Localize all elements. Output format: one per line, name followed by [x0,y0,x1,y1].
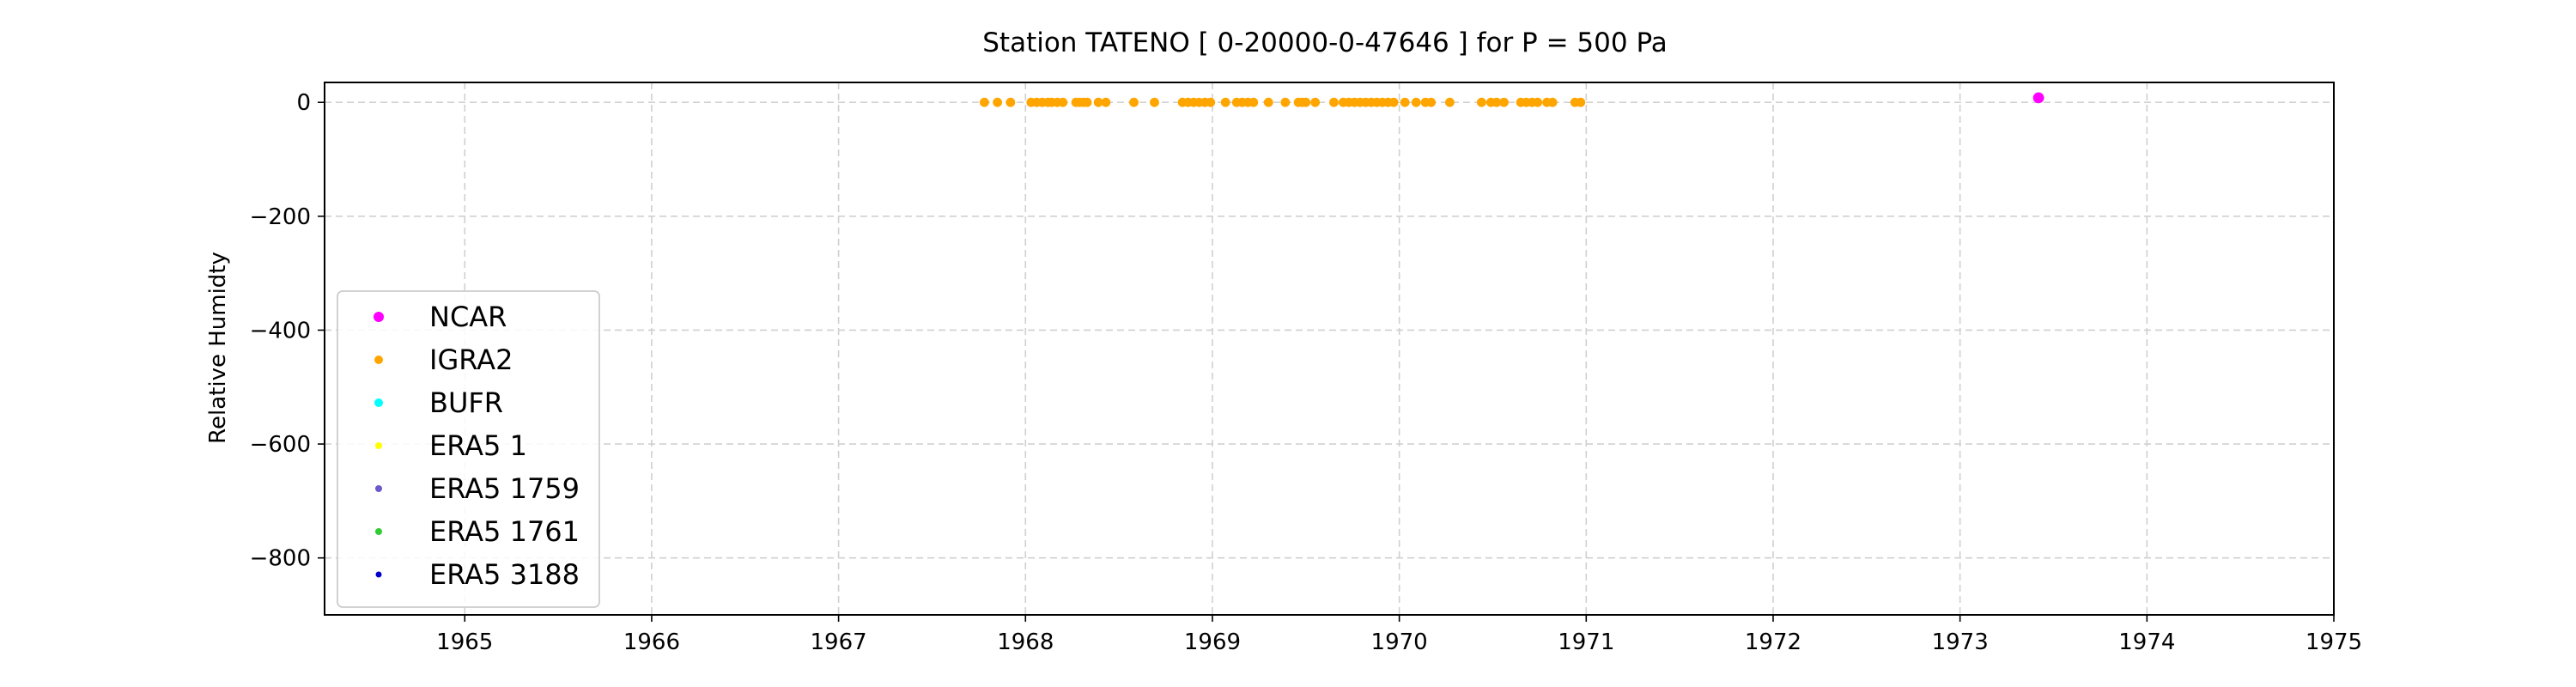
x-tick-label: 1974 [2118,629,2175,655]
legend: NCAR IGRA2 BUFR ERA5 1 ERA5 1759 ERA5 1761 ERA… [337,290,600,608]
data-point [1220,97,1230,107]
legend-marker [375,442,382,449]
plot-frame [324,82,2335,616]
data-point [993,97,1003,107]
legend-marker [375,485,382,492]
data-point [1411,97,1421,107]
legend-marker [375,571,382,578]
legend-label: BUFR [429,386,503,419]
y-tick-label: 0 [296,90,311,116]
legend-label: ERA5 3188 [429,558,580,591]
x-tick-label: 1970 [1371,629,1428,655]
data-point [1400,97,1410,107]
data-point [1005,97,1016,107]
legend-frame [337,290,600,608]
data-point [1547,97,1558,107]
x-tick-label: 1968 [997,629,1054,655]
legend-label: ERA5 1761 [429,515,580,548]
legend-label: ERA5 1 [429,429,527,462]
data-point [1499,97,1509,107]
legend-label: IGRA2 [429,344,513,376]
y-tick-label: −600 [250,432,311,458]
x-tick-label: 1969 [1184,629,1241,655]
legend-marker [374,398,383,407]
grid [325,82,2335,615]
data-point [1082,97,1092,107]
chart-title: Station TATENO [ 0-20000-0-47646 ] for P… [982,27,1668,58]
data-point [1445,97,1455,107]
data-point [979,97,989,107]
data-point [1388,97,1399,107]
data-point [1280,97,1291,107]
y-axis-label: Relative Humidty [205,252,231,444]
data-point [1263,97,1273,107]
x-tick-label: 1975 [2306,629,2362,655]
legend-label: ERA5 1759 [429,472,580,505]
data-point [1576,97,1586,107]
data-point [1206,97,1216,107]
x-tick-label: 1971 [1558,629,1614,655]
data-point [1150,97,1159,107]
axis-ticks: 1965 1966 1967 1968 1969 1970 1971 1972 1973 1974… [250,90,2363,655]
data-point [1101,97,1111,107]
data-point [2032,92,2044,104]
x-tick-label: 1973 [1932,629,1989,655]
x-tick-label: 1966 [623,629,680,655]
data-point [1329,97,1339,107]
data-point [1310,97,1321,107]
y-tick-label: −800 [250,546,311,572]
data-point [1477,97,1486,107]
x-tick-label: 1972 [1745,629,1801,655]
data-points [979,92,2044,107]
data-point [1426,97,1437,107]
legend-marker [375,528,382,535]
legend-marker [374,312,384,322]
data-point [1249,97,1259,107]
y-tick-label: −200 [250,204,311,230]
legend-marker [374,356,383,364]
x-tick-label: 1967 [811,629,867,655]
data-point [1058,97,1068,107]
data-point [1533,97,1543,107]
data-point [1129,97,1139,107]
data-point [1301,97,1311,107]
legend-label: NCAR [429,301,507,333]
y-tick-label: −400 [250,318,311,344]
x-tick-label: 1965 [436,629,493,655]
